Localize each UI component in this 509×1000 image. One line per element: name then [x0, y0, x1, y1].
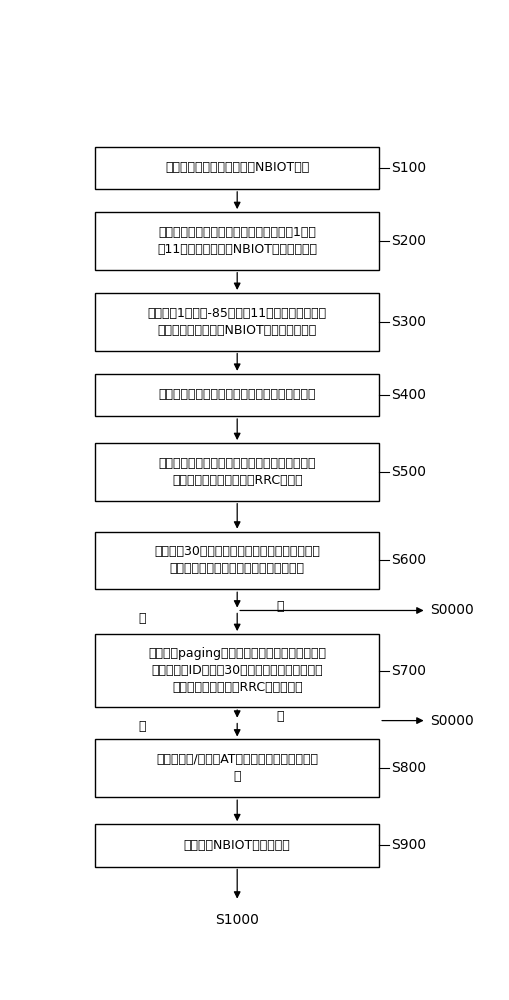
Text: S500: S500 — [391, 465, 426, 479]
Text: 是: 是 — [277, 710, 285, 723]
FancyBboxPatch shape — [95, 443, 379, 501]
Text: 否: 否 — [139, 612, 146, 625]
Text: 系统启动30秒定时器，并在该定时器开启时间段
内监测是否收到被测终端发送的连接请求: 系统启动30秒定时器，并在该定时器开启时间段 内监测是否收到被测终端发送的连接请… — [154, 545, 320, 575]
FancyBboxPatch shape — [95, 374, 379, 416]
Text: 系统发送鉴权请求的信令（包含正确鉴权向量）: 系统发送鉴权请求的信令（包含正确鉴权向量） — [158, 388, 316, 401]
Text: S700: S700 — [391, 664, 426, 678]
Text: S300: S300 — [391, 315, 426, 329]
Text: 预先设置测试平台，初始化NBIOT系统: 预先设置测试平台，初始化NBIOT系统 — [165, 161, 309, 174]
Text: 控制系统模拟器设置小区参数，建立小区1和小
区11，并设置小区的NBIOT系统广播消息: 控制系统模拟器设置小区参数，建立小区1和小 区11，并设置小区的NBIOT系统广… — [157, 226, 317, 256]
Text: S600: S600 — [391, 553, 426, 567]
FancyBboxPatch shape — [95, 532, 379, 589]
Text: S400: S400 — [391, 388, 426, 402]
Text: 系统提示开/关机的AT命令，被测终端关机再开
机: 系统提示开/关机的AT命令，被测终端关机再开 机 — [156, 753, 318, 783]
Text: S900: S900 — [391, 838, 426, 852]
Text: S0000: S0000 — [431, 714, 474, 728]
FancyBboxPatch shape — [95, 634, 379, 707]
Text: S100: S100 — [391, 161, 426, 175]
Text: S800: S800 — [391, 761, 426, 775]
Text: S200: S200 — [391, 234, 426, 248]
Text: 系统接收被测终端发送的鉴权响应信令。随后发
送健全拒绝的信令并释放RRC层链接: 系统接收被测终端发送的鉴权响应信令。随后发 送健全拒绝的信令并释放RRC层链接 — [158, 457, 316, 487]
FancyBboxPatch shape — [95, 824, 379, 867]
Text: 终端进行NBIOT核心网注册: 终端进行NBIOT核心网注册 — [184, 839, 291, 852]
FancyBboxPatch shape — [95, 293, 379, 351]
FancyBboxPatch shape — [95, 147, 379, 189]
Text: S0000: S0000 — [431, 603, 474, 617]
Text: S1000: S1000 — [215, 913, 259, 927]
Text: 设置小区1的功率-85，小区11关闭。被测终端执
行开机操作，并进行NBIOT核心网注册流程: 设置小区1的功率-85，小区11关闭。被测终端执 行开机操作，并进行NBIOT核… — [148, 307, 327, 337]
FancyBboxPatch shape — [95, 739, 379, 797]
FancyBboxPatch shape — [95, 212, 379, 270]
Text: 否: 否 — [139, 720, 146, 733]
Text: 是: 是 — [277, 600, 285, 613]
Text: 系统发送paging消息。该消息携带正确的对应该
被测终端的ID，并在30秒内监测是否收到被测终
端发送的寻呼响应（RRC连接请求）: 系统发送paging消息。该消息携带正确的对应该 被测终端的ID，并在30秒内监… — [148, 647, 326, 694]
